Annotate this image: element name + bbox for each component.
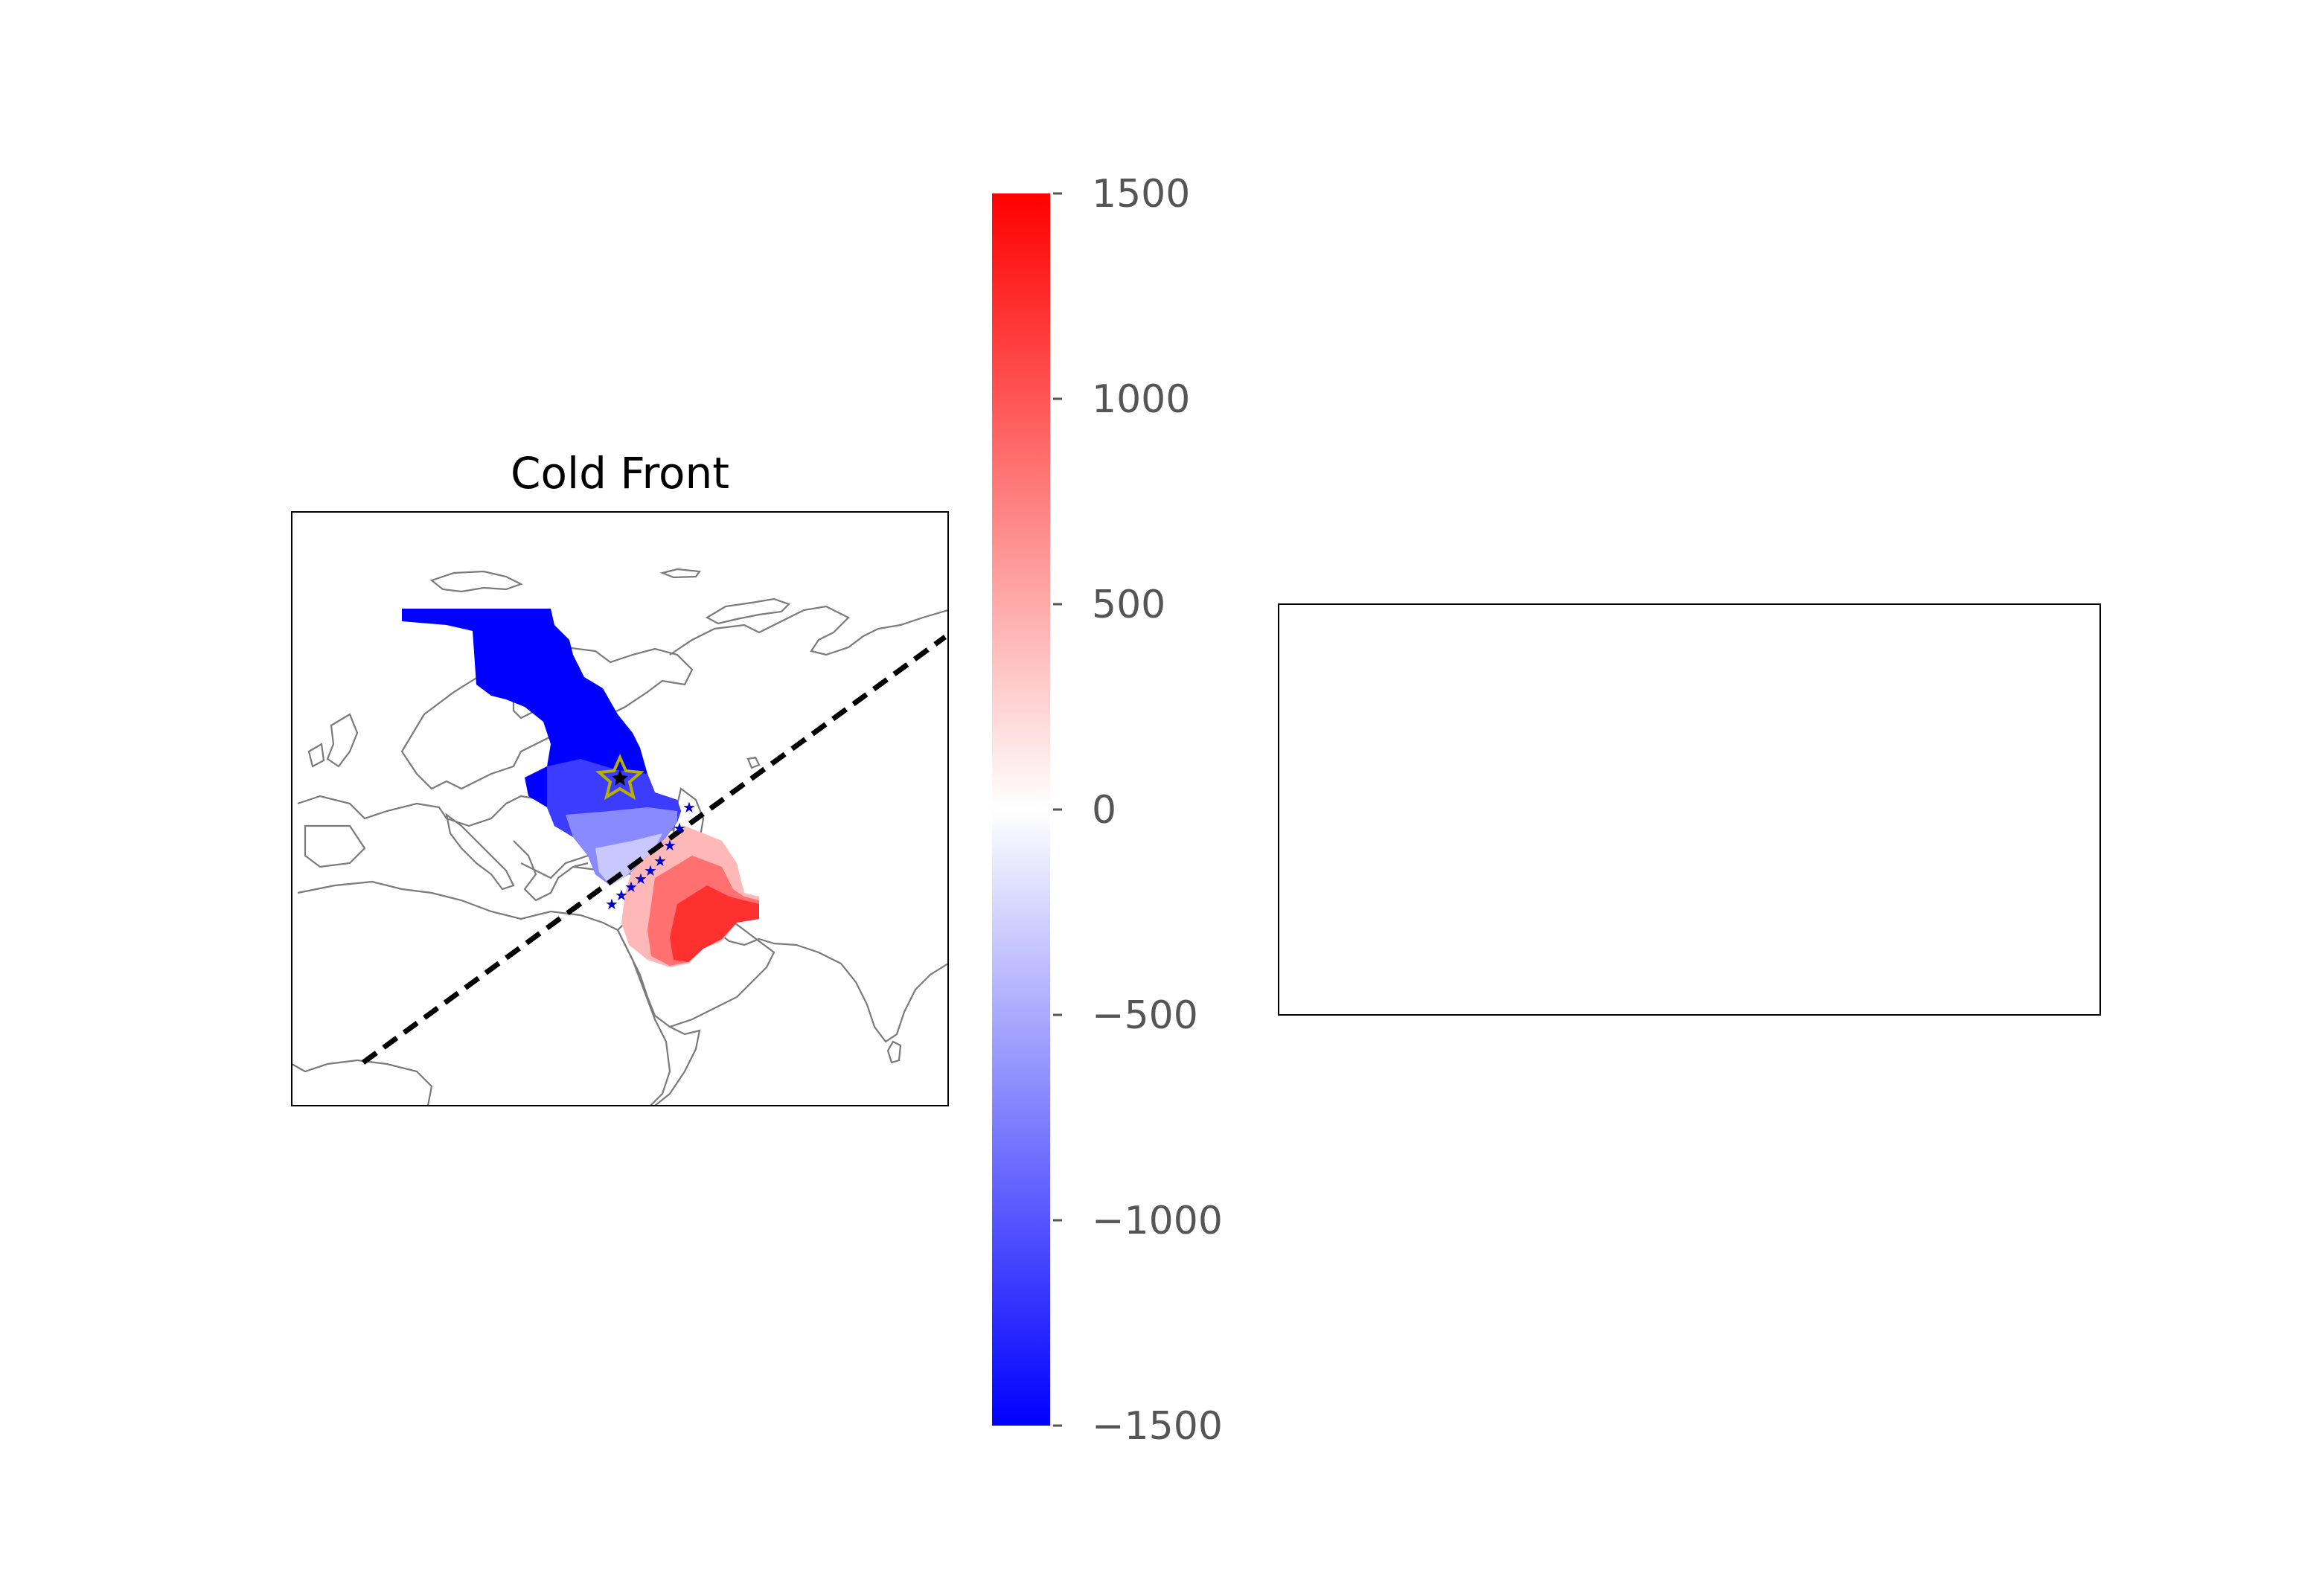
front-star-icon: ★ bbox=[605, 895, 618, 913]
front-stars: ★ ★ ★ ★ ★ ★ ★ ★ ★ bbox=[605, 798, 696, 913]
colorbar-tick-label: −1500 bbox=[1092, 1404, 1223, 1449]
colorbar-tick-label: 0 bbox=[1092, 788, 1116, 833]
empty-panel bbox=[1278, 603, 2101, 1016]
front-star-icon: ★ bbox=[634, 870, 647, 888]
colorbar: 1500 1000 500 0 −500 −1000 −1500 bbox=[992, 172, 1223, 1449]
colorbar-tick-label: −1000 bbox=[1092, 1199, 1223, 1243]
colorbar-gradient bbox=[992, 193, 1050, 1426]
cold-field bbox=[402, 609, 681, 885]
front-star-icon: ★ bbox=[615, 886, 628, 904]
front-star-icon: ★ bbox=[644, 862, 657, 879]
front-line bbox=[361, 635, 947, 1065]
colorbar-tick-label: 1000 bbox=[1092, 377, 1190, 422]
colorbar-tick-label: 500 bbox=[1092, 583, 1165, 627]
front-star-icon: ★ bbox=[682, 798, 696, 816]
map-panel: Cold Front bbox=[291, 448, 949, 1106]
front-star-icon: ★ bbox=[653, 852, 667, 870]
map-title: Cold Front bbox=[511, 448, 729, 499]
colorbar-ticks: 1500 1000 500 0 −500 −1000 −1500 bbox=[1053, 172, 1223, 1449]
front-star-icon: ★ bbox=[624, 878, 638, 896]
warm-field bbox=[621, 826, 759, 967]
colorbar-tick-label: −500 bbox=[1092, 993, 1198, 1038]
center-star-icon bbox=[595, 754, 645, 801]
map-frame bbox=[291, 511, 949, 1106]
front-star-icon: ★ bbox=[673, 819, 686, 837]
colorbar-tick-label: 1500 bbox=[1092, 172, 1190, 217]
front-star-icon: ★ bbox=[663, 836, 677, 854]
